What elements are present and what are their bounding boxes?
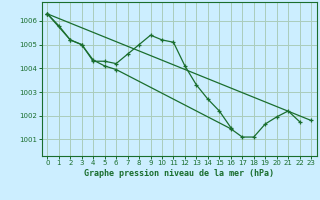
X-axis label: Graphe pression niveau de la mer (hPa): Graphe pression niveau de la mer (hPa) xyxy=(84,169,274,178)
